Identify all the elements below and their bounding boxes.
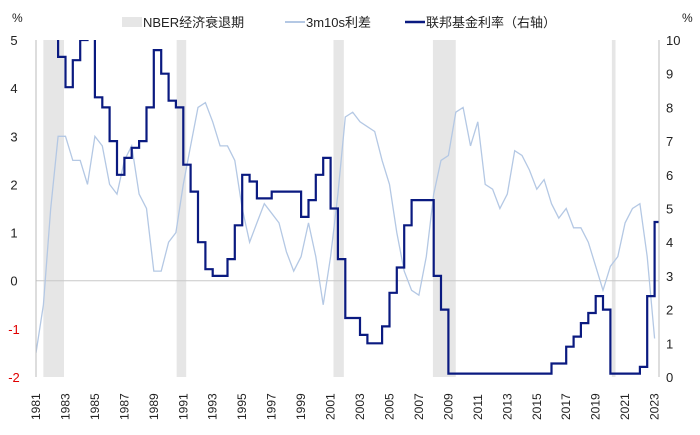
- left-tick-label: 0: [10, 274, 17, 289]
- x-tick-label: 1999: [294, 393, 308, 420]
- left-tick-label: -2: [8, 370, 20, 385]
- x-tick-label: 2021: [618, 393, 632, 420]
- x-tick-label: 1993: [206, 393, 220, 420]
- legend-swatch-recession: [122, 17, 142, 27]
- left-tick-label: 4: [10, 81, 17, 96]
- x-tick-label: 2023: [648, 393, 662, 420]
- recession-band: [43, 40, 64, 377]
- legend: NBER经济衰退期 3m10s利差 联邦基金利率（右轴）: [122, 15, 556, 30]
- x-tick-label: 2001: [324, 393, 338, 420]
- left-axis-unit: %: [12, 11, 23, 25]
- recession-band: [611, 40, 616, 377]
- series-line-fed-funds: [57, 40, 659, 375]
- right-tick-label: 9: [666, 67, 673, 82]
- right-tick-label: 6: [666, 168, 673, 183]
- left-tick-label: 3: [10, 129, 17, 144]
- left-tick-label: 2: [10, 177, 17, 192]
- left-tick-label: 1: [10, 226, 17, 241]
- x-tick-label: 1997: [265, 393, 279, 420]
- x-tick-label: 2003: [353, 393, 367, 420]
- left-tick-label: 5: [10, 33, 17, 48]
- x-tick-label: 1995: [235, 393, 249, 420]
- right-tick-label: 7: [666, 134, 673, 149]
- x-tick-label: 2009: [441, 393, 455, 420]
- x-tick-label: 1987: [117, 393, 131, 420]
- right-tick-label: 3: [666, 269, 673, 284]
- recession-bands: [43, 40, 616, 377]
- x-tick-label: 1991: [176, 393, 190, 420]
- x-tick-label: 2017: [559, 393, 573, 420]
- right-tick-label: 1: [666, 336, 673, 351]
- right-tick-label: 8: [666, 100, 673, 115]
- right-tick-label: 0: [666, 370, 673, 385]
- x-tick-label: 2007: [412, 393, 426, 420]
- legend-label-fed-funds: 联邦基金利率（右轴）: [426, 15, 556, 30]
- axes: -2 -1 0 1 2 3 4 5 0 1 2 3 4 5 6 7 8 9 10 1981 1983 1985 1987 19…: [8, 33, 680, 420]
- left-tick-label: -1: [8, 322, 20, 337]
- x-tick-label: 1989: [147, 393, 161, 420]
- series-line-spread: [36, 101, 656, 353]
- legend-label-recession: NBER经济衰退期: [143, 15, 244, 30]
- x-tick-label: 2013: [500, 393, 514, 420]
- x-tick-label: 1981: [29, 393, 43, 420]
- x-tick-label: 1983: [58, 393, 72, 420]
- right-tick-label: 2: [666, 303, 673, 318]
- right-tick-label: 5: [666, 202, 673, 217]
- x-tick-label: 1985: [88, 393, 102, 420]
- right-axis-unit: %: [682, 11, 693, 25]
- x-tick-label: 2011: [471, 394, 485, 420]
- x-tick-label: 2019: [589, 393, 603, 420]
- x-tick-label: 2005: [382, 393, 396, 420]
- recession-band: [176, 40, 187, 377]
- right-tick-label: 4: [666, 235, 673, 250]
- legend-label-spread: 3m10s利差: [306, 15, 371, 30]
- recession-band: [432, 40, 456, 377]
- x-tick-label: 2015: [530, 393, 544, 420]
- right-tick-label: 10: [666, 33, 680, 48]
